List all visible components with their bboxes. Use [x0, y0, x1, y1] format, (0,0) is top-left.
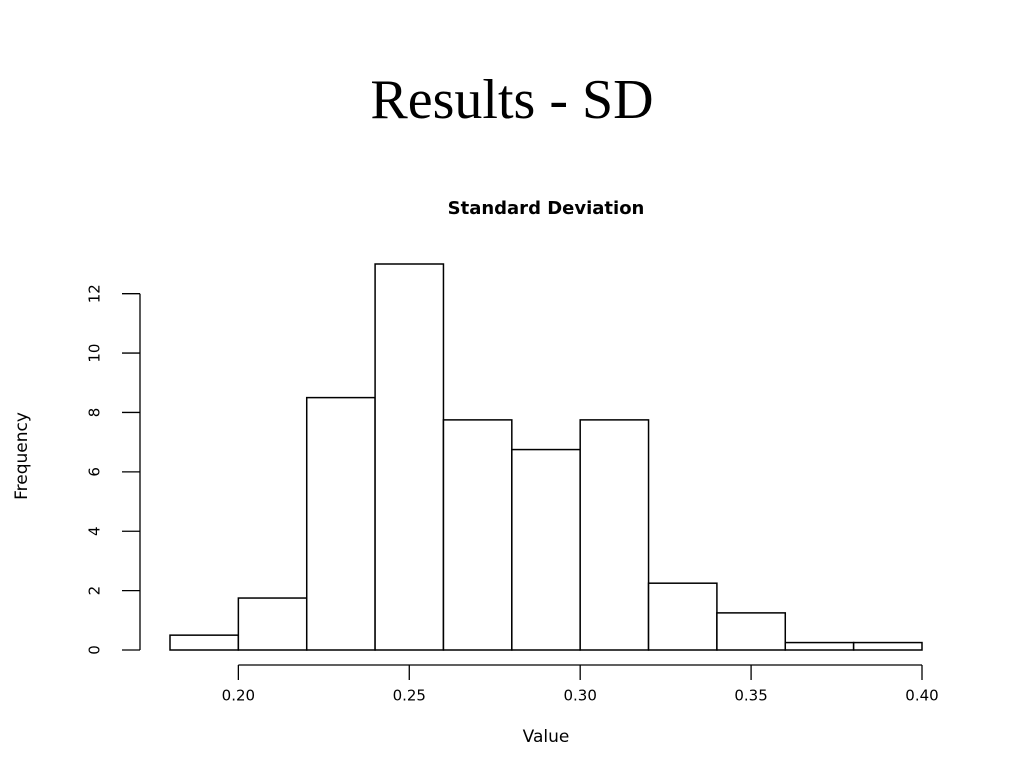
bar: [442, 419, 513, 651]
x-tick-label: 0.35: [734, 687, 767, 705]
x-tick-label: 0.20: [222, 687, 255, 705]
bar: [784, 641, 855, 651]
bar: [852, 641, 923, 651]
y-tick-label: 10: [86, 344, 104, 363]
bar: [374, 263, 445, 651]
y-axis-label: Frequency: [12, 412, 32, 500]
bar: [305, 396, 376, 651]
y-tick-label: 8: [86, 408, 104, 418]
y-tick-label: 0: [86, 645, 104, 655]
y-tick-label: 6: [86, 467, 104, 477]
bar: [716, 612, 787, 651]
bar: [169, 634, 240, 651]
x-tick-label: 0.40: [905, 687, 938, 705]
chart-title: Standard Deviation: [448, 198, 645, 219]
y-tick-label: 12: [86, 284, 104, 303]
bar: [511, 448, 581, 651]
bar: [647, 582, 718, 651]
y-tick-label: 4: [86, 526, 104, 536]
x-axis-label: Value: [523, 727, 570, 747]
bar: [579, 419, 650, 651]
x-tick-label: 0.25: [393, 687, 426, 705]
slide-title: Results - SD: [370, 69, 653, 131]
bar: [237, 597, 308, 651]
y-tick-label: 2: [86, 586, 104, 596]
x-tick-label: 0.30: [563, 687, 596, 705]
